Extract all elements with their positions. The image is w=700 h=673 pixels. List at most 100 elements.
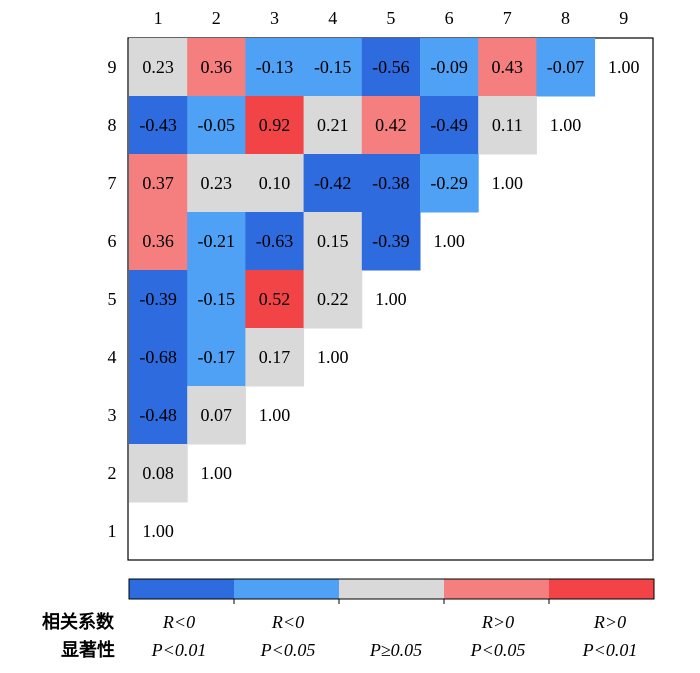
heatmap-cells: 0.23 0.36 -0.13 -0.15 -0.56 -0.09 0.43 -0.07 1.0… <box>129 38 639 541</box>
heatmap-cell <box>245 212 305 271</box>
heatmap-cell <box>303 96 363 155</box>
cell-value-label: -0.49 <box>430 115 468 135</box>
x-tick-label: 9 <box>619 8 628 28</box>
cell-value-label: -0.21 <box>198 231 236 251</box>
heatmap-cell <box>187 386 246 445</box>
cell-value-label: -0.39 <box>139 289 177 309</box>
color-legend-labels: 相关系数 显著性 R<0 P<0.01 R<0 P<0.05 P≥0.05 R>0 P<0.… <box>42 611 637 661</box>
cell-value-label: -0.13 <box>256 57 294 77</box>
heatmap-cell <box>129 212 188 271</box>
color-legend-bar <box>128 578 655 604</box>
x-tick-label: 6 <box>445 8 454 28</box>
cell-value-label: 0.23 <box>201 173 233 193</box>
cell-value-label: 0.92 <box>259 115 291 135</box>
heatmap-cell <box>420 38 479 97</box>
heatmap-cell <box>478 96 537 155</box>
x-tick-label: 2 <box>212 8 221 28</box>
cell-value-label: 1.00 <box>375 289 407 309</box>
cell-value-label: 0.42 <box>375 115 407 135</box>
cell-value-label: 0.15 <box>317 231 349 251</box>
heatmap-cell <box>129 444 188 503</box>
legend-p-label: P<0.05 <box>470 640 526 660</box>
heatmap-cell <box>245 328 305 387</box>
heatmap-cell <box>361 38 421 97</box>
heatmap-cell <box>361 154 421 213</box>
heatmap-cell <box>361 96 421 155</box>
cell-value-label: 1.00 <box>492 173 524 193</box>
y-tick-label: 9 <box>108 57 117 77</box>
cell-value-label: 0.43 <box>492 57 524 77</box>
cell-value-label: 0.08 <box>142 463 174 483</box>
cell-value-label: 1.00 <box>201 463 233 483</box>
x-tick-label: 3 <box>270 8 279 28</box>
cell-value-label: -0.29 <box>430 173 468 193</box>
cell-value-label: -0.15 <box>314 57 352 77</box>
y-tick-label: 5 <box>108 289 117 309</box>
heatmap-cell <box>361 212 421 271</box>
heatmap-cell <box>187 212 246 271</box>
cell-value-label: 0.52 <box>259 289 291 309</box>
heatmap-cell <box>478 38 537 97</box>
y-tick-label: 7 <box>108 173 117 193</box>
legend-p-label: P<0.05 <box>260 640 316 660</box>
x-tick-labels: 1 2 3 4 5 6 7 8 9 <box>154 8 629 28</box>
cell-value-label: -0.38 <box>372 173 410 193</box>
y-tick-label: 4 <box>108 347 117 367</box>
cell-value-label: -0.15 <box>198 289 236 309</box>
heatmap-cell <box>129 328 188 387</box>
cell-value-label: 0.36 <box>142 231 174 251</box>
heatmap-cell <box>303 154 363 213</box>
cell-value-label: -0.42 <box>314 173 352 193</box>
cell-value-label: -0.68 <box>139 347 177 367</box>
heatmap-cell <box>536 38 596 97</box>
cell-value-label: 0.36 <box>201 57 233 77</box>
legend-swatch <box>444 579 549 599</box>
y-tick-label: 1 <box>108 521 117 541</box>
heatmap-cell <box>303 212 363 271</box>
cell-value-label: 1.00 <box>550 115 582 135</box>
cell-value-label: 1.00 <box>259 405 291 425</box>
legend-r-label: R>0 <box>481 612 514 632</box>
cell-value-label: -0.48 <box>139 405 177 425</box>
cell-value-label: -0.56 <box>372 57 410 77</box>
cell-value-label: -0.43 <box>139 115 177 135</box>
legend-p-label: P<0.01 <box>151 640 207 660</box>
cell-value-label: -0.39 <box>372 231 410 251</box>
legend-row-label-significance: 显著性 <box>61 639 115 661</box>
heatmap-cell <box>303 270 363 329</box>
cell-value-label: 1.00 <box>433 231 465 251</box>
heatmap-cell <box>187 96 246 155</box>
cell-value-label: 0.21 <box>317 115 349 135</box>
legend-swatch <box>234 579 339 599</box>
legend-p-label: P≥0.05 <box>369 640 422 660</box>
cell-value-label: -0.05 <box>198 115 236 135</box>
cell-value-label: -0.63 <box>256 231 294 251</box>
heatmap-cell <box>129 38 188 97</box>
heatmap-cell <box>245 154 305 213</box>
x-tick-label: 1 <box>154 8 163 28</box>
legend-r-label: R<0 <box>162 612 195 632</box>
cell-value-label: 0.23 <box>142 57 174 77</box>
heatmap-cell <box>245 96 305 155</box>
cell-value-label: 0.11 <box>492 115 523 135</box>
heatmap-cell <box>129 270 188 329</box>
legend-row-label-coefficient: 相关系数 <box>42 611 115 633</box>
legend-p-label: P<0.01 <box>582 640 638 660</box>
legend-r-label: R<0 <box>271 612 304 632</box>
heatmap-cell <box>245 38 305 97</box>
heatmap-cell <box>129 96 188 155</box>
cell-value-label: 1.00 <box>142 521 174 541</box>
legend-swatch <box>129 579 234 599</box>
y-tick-label: 8 <box>108 115 117 135</box>
cell-value-label: 0.17 <box>259 347 291 367</box>
x-tick-label: 8 <box>561 8 570 28</box>
heatmap-cell <box>303 38 363 97</box>
legend-bar-frame <box>128 578 655 600</box>
legend-swatch <box>549 579 654 599</box>
heatmap-cell <box>187 154 246 213</box>
y-tick-label: 2 <box>108 463 117 483</box>
cell-value-label: -0.17 <box>198 347 236 367</box>
heatmap-cell <box>245 270 305 329</box>
y-tick-label: 3 <box>108 405 117 425</box>
